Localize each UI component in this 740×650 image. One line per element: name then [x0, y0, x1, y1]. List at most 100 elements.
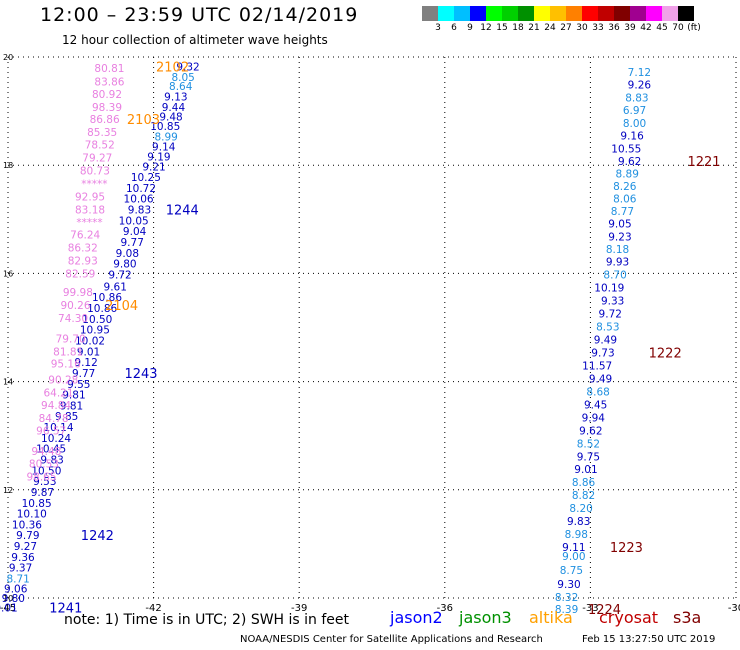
- swh-point: 9.32: [176, 62, 199, 74]
- swh-point-pink: 84.78: [39, 413, 69, 425]
- swh-point: 10.72: [126, 183, 156, 195]
- swh-point: 10.36: [12, 519, 42, 531]
- swh-point-pink: 99.98: [63, 287, 93, 299]
- swh-point: 9.04: [123, 226, 147, 238]
- swh-point: 9.44: [162, 102, 186, 114]
- swh-point: 10.50: [82, 314, 112, 326]
- colorbar-swatch: [630, 6, 646, 21]
- colorbar-swatch: [486, 6, 502, 21]
- swh-point-pink: 74.30: [58, 313, 88, 325]
- y-tick-label: 12: [3, 486, 13, 495]
- swh-point: 9.85: [55, 411, 78, 423]
- swh-point-pink: 96.57: [36, 425, 66, 437]
- swh-point: 9.62: [618, 156, 641, 168]
- swh-point: 9.23: [608, 232, 631, 244]
- swh-point: 9.93: [606, 256, 629, 268]
- swh-point: 9.62: [579, 425, 602, 437]
- swh-point: 10.02: [75, 335, 105, 347]
- pass-number-label: 1222: [649, 346, 682, 361]
- y-tick-label: 10: [3, 594, 13, 603]
- x-tick-label: -33: [582, 603, 598, 614]
- swh-point: 9.19: [147, 152, 170, 164]
- swh-point-pink: 82.59: [65, 268, 95, 280]
- colorbar-label: 6: [451, 23, 457, 33]
- swh-point: 9.61: [104, 281, 127, 293]
- swh-point-pink: 86.86: [90, 114, 120, 126]
- colorbar-swatch: [582, 6, 598, 21]
- swh-point: 8.83: [625, 93, 648, 105]
- colorbar-swatch: [438, 6, 454, 21]
- swh-point: 8.82: [572, 490, 595, 502]
- swh-point: 8.00: [623, 118, 646, 130]
- colorbar-label: 24: [544, 23, 556, 33]
- swh-point: 9.81: [60, 400, 83, 412]
- swh-point-pink: 64.21: [43, 387, 73, 399]
- swh-point-pink: 79.70: [56, 333, 86, 345]
- legend-s3a: s3a: [673, 608, 702, 627]
- swh-point: 8.18: [606, 244, 629, 256]
- swh-point-pink: 98.65: [26, 471, 56, 483]
- legend-altika: altika: [529, 608, 573, 627]
- swh-point-pink: 85.35: [87, 127, 117, 139]
- swh-point: 10.86: [87, 303, 117, 315]
- pass-number-label: 1243: [124, 367, 157, 382]
- swh-point: 9.16: [620, 130, 644, 142]
- swh-point: 7.12: [628, 67, 651, 79]
- colorbar-label: 70: [672, 23, 684, 33]
- colorbar-swatch: [502, 6, 518, 21]
- swh-point: 9.01: [77, 346, 100, 358]
- swh-point: 8.06: [613, 194, 637, 206]
- colorbar-labels: 3 6 9 12 15 18 21 24 27 30 33 36 39 42 45 70 (ft): [422, 23, 740, 35]
- x-tick-label: -30: [728, 603, 740, 614]
- swh-point: 10.10: [17, 509, 47, 521]
- colorbar-label: 33: [592, 23, 604, 33]
- swh-point: 9.80: [113, 259, 136, 271]
- swh-point: 8.86: [572, 477, 596, 489]
- swh-point: 8.32: [555, 592, 578, 604]
- colorbar-swatch: [470, 6, 486, 21]
- swh-point: 9.12: [74, 357, 97, 369]
- swh-point: 9.87: [31, 487, 54, 499]
- colorbar-label: 45: [656, 23, 668, 33]
- swh-point-pink: 83.18: [75, 205, 105, 217]
- swh-point-pink: 79.27: [82, 153, 112, 165]
- colorbar: [422, 6, 694, 21]
- swh-point: 9.72: [108, 269, 131, 281]
- footer-note: note: 1) Time is in UTC; 2) SWH is in fe…: [64, 612, 350, 628]
- colorbar-label: 42: [640, 23, 652, 33]
- swh-point: 9.00: [562, 551, 585, 563]
- swh-point: 10.50: [31, 465, 61, 477]
- swh-point-pink: 94.84: [41, 400, 71, 412]
- swh-point: 10.06: [124, 194, 154, 206]
- colorbar-swatch: [422, 6, 438, 21]
- swh-point: 9.37: [9, 563, 32, 575]
- swh-point: 8.70: [603, 269, 626, 281]
- swh-point: 10.14: [43, 422, 73, 434]
- swh-point-pink: 90.26: [60, 300, 90, 312]
- swh-point: 10.85: [150, 121, 180, 133]
- swh-point: 10.05: [119, 215, 149, 227]
- swh-point: 11.57: [582, 360, 612, 372]
- swh-point: 9.94: [582, 412, 606, 424]
- swh-point: 9.14: [152, 141, 176, 153]
- swh-point: 9.33: [601, 295, 624, 307]
- swh-point: 10.95: [80, 325, 110, 337]
- swh-point-pink: 76.24: [70, 229, 100, 241]
- colorbar-label: 9: [467, 23, 473, 33]
- swh-point: 10.25: [131, 172, 161, 184]
- swh-point: 9.05: [608, 219, 631, 231]
- swh-point: 9.45: [584, 399, 607, 411]
- swh-point: 8.53: [596, 321, 619, 333]
- swh-point: 8.68: [586, 386, 609, 398]
- x-tick-label: -39: [291, 603, 307, 614]
- pass-number-label: 1224: [588, 603, 621, 618]
- colorbar-swatch: [598, 6, 614, 21]
- swh-point: 9.75: [577, 451, 600, 463]
- swh-point-pink: 80.53: [29, 458, 59, 470]
- colorbar-label: (ft): [687, 23, 701, 33]
- legend-jason3: jason3: [459, 608, 512, 627]
- x-tick-label: -42: [145, 603, 161, 614]
- swh-point-pink: *****: [81, 179, 107, 191]
- pass-number-label: 1241: [49, 602, 82, 617]
- swh-point: 10.45: [36, 444, 66, 456]
